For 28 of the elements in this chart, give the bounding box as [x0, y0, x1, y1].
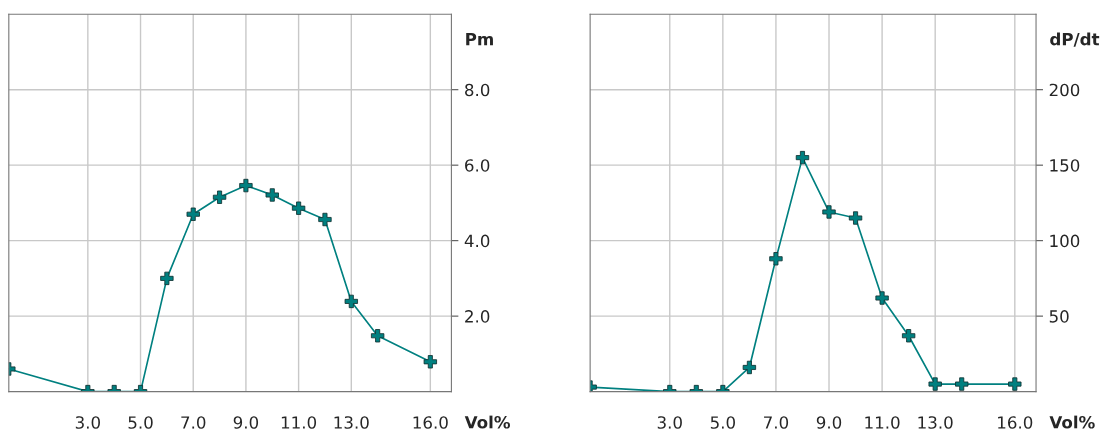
x-tick-label: 5.0: [128, 416, 153, 429]
y-tick-label: 8.0: [465, 83, 490, 97]
y-tick-label: 4.0: [464, 234, 490, 248]
y-tick-label: 6.0: [465, 159, 490, 172]
x-tick-label: 9.0: [233, 416, 259, 429]
point: [742, 360, 757, 375]
x-tick-label: 3.0: [657, 416, 682, 429]
x-tick-label: 9.0: [816, 416, 842, 429]
x-tick-label: 11.0: [865, 416, 900, 429]
y-tick-label: 150: [1050, 159, 1080, 172]
y-tick-label: 100: [1050, 234, 1080, 248]
y-tick-label: 50: [1049, 310, 1069, 323]
y-axis-title: Pm: [466, 33, 493, 46]
x-tick-label: 16.0: [998, 416, 1033, 429]
x-axis-title: Vol%: [1049, 415, 1095, 429]
x-tick-label: 13.0: [918, 416, 953, 429]
x-tick-label: 5.0: [710, 416, 735, 429]
x-tick-label: 13.0: [334, 416, 369, 429]
x-tick-label: 7.0: [181, 416, 206, 429]
point: [795, 150, 810, 165]
x-tick-label: 11.0: [281, 416, 317, 429]
y-tick-label: 200: [1049, 83, 1080, 97]
y-axis-title: dP/dt: [1050, 32, 1100, 47]
x-axis-title: Vol%: [464, 415, 510, 429]
x-tick-label: 16.0: [413, 416, 448, 429]
x-tick-label: 3.0: [75, 416, 100, 429]
x-tick-label: 7.0: [764, 416, 789, 429]
y-tick-label: 2.0: [465, 310, 490, 323]
